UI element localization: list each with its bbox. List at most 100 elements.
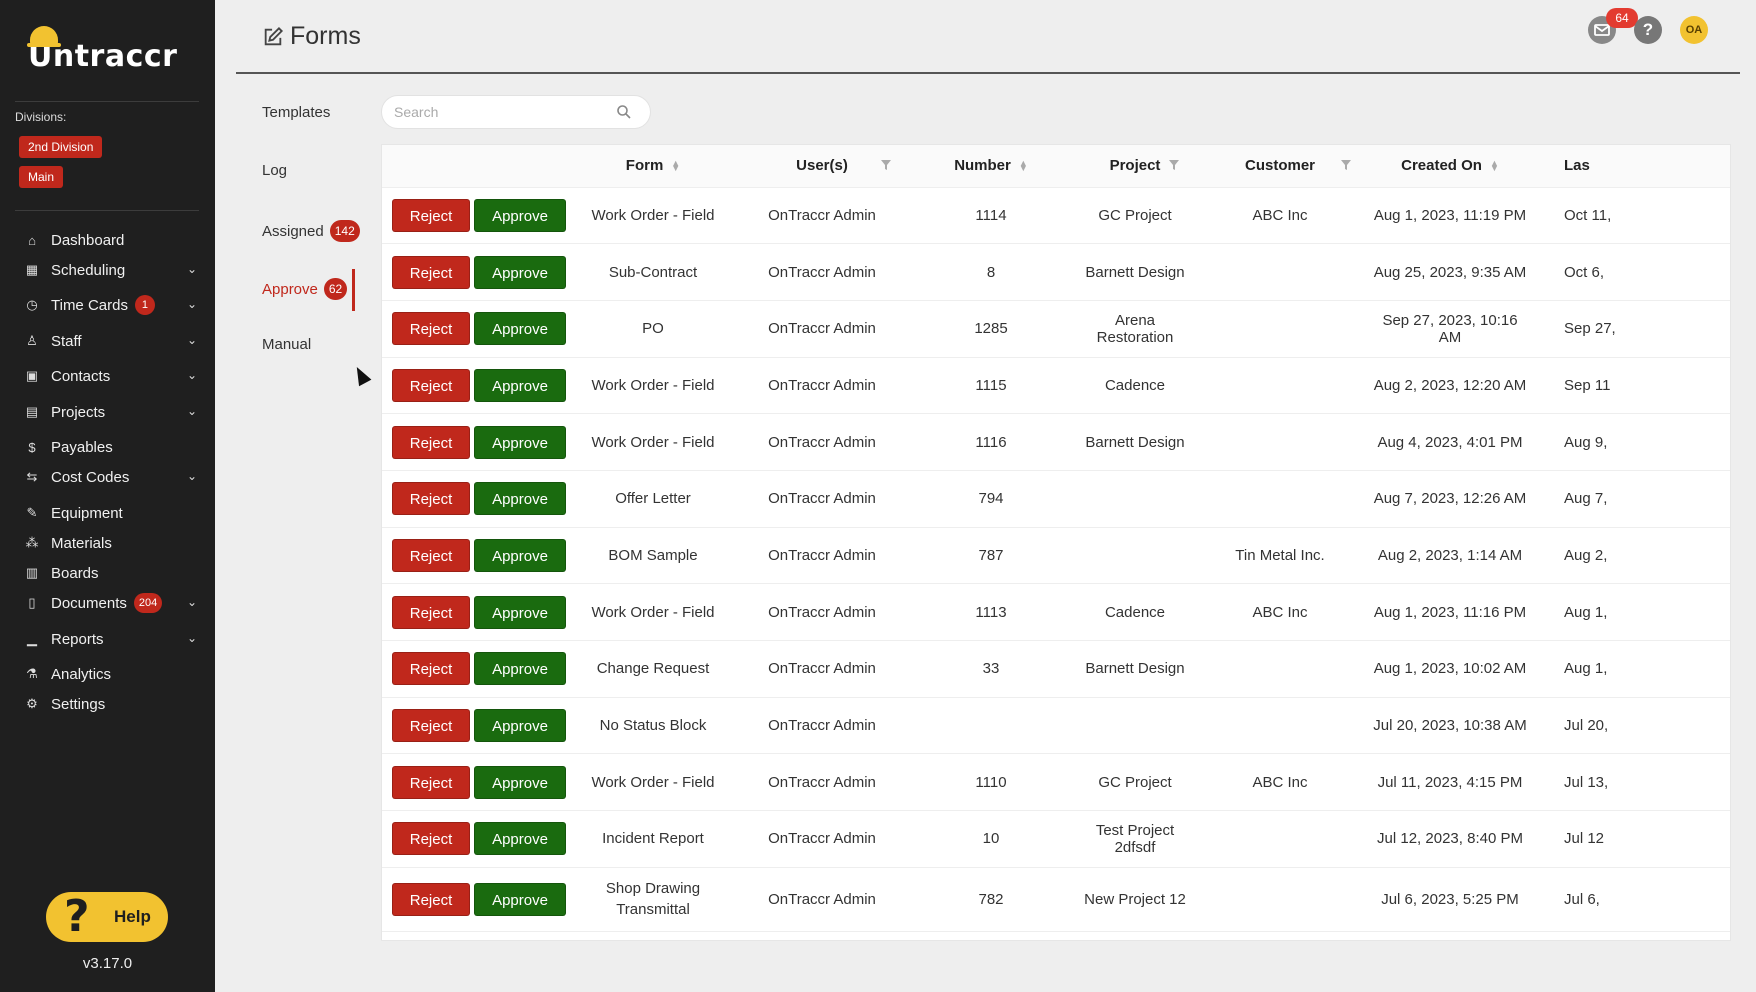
table-row[interactable]: Reject Approve Work Order - Field OnTraccr … bbox=[382, 753, 1730, 812]
chevron-down-icon[interactable]: ⌄ bbox=[186, 631, 197, 645]
search-input[interactable] bbox=[382, 104, 612, 120]
reject-button[interactable]: Reject bbox=[392, 538, 470, 572]
column-header-project[interactable]: Project bbox=[1076, 145, 1194, 188]
sidebar-item-equipment[interactable]: ✎ Equipment bbox=[0, 498, 215, 528]
reject-button[interactable]: Reject bbox=[392, 652, 470, 686]
approve-button[interactable]: Approve bbox=[474, 652, 566, 686]
search-box[interactable] bbox=[381, 95, 651, 129]
customer-cell: ABC Inc bbox=[1194, 187, 1366, 245]
table-row[interactable]: Reject Approve PO OnTraccr Admin 1285 Arena R… bbox=[382, 300, 1730, 358]
sort-icon[interactable]: ▲ ▼ bbox=[1489, 158, 1499, 174]
sidebar-item-boards[interactable]: ▥ Boards bbox=[0, 558, 215, 588]
filter-icon[interactable] bbox=[1168, 159, 1180, 171]
help-button[interactable]: ? Help bbox=[46, 892, 168, 942]
table-row[interactable]: Reject Approve Work Order - Field OnTraccr … bbox=[382, 413, 1730, 471]
reject-button[interactable]: Reject bbox=[392, 368, 470, 402]
approve-button[interactable]: Approve bbox=[474, 765, 566, 799]
filter-icon[interactable] bbox=[880, 159, 892, 171]
reject-button[interactable]: Reject bbox=[392, 822, 470, 856]
tab-templates[interactable]: Templates bbox=[262, 104, 330, 121]
table-row[interactable]: Reject Approve Shop Drawing Transmittal OnT… bbox=[382, 867, 1730, 932]
approve-button[interactable]: Approve bbox=[474, 822, 566, 856]
number-cell: 1110 bbox=[906, 753, 1076, 812]
reject-button[interactable]: Reject bbox=[392, 882, 470, 916]
reject-button[interactable]: Reject bbox=[392, 198, 470, 232]
avatar[interactable]: OA bbox=[1680, 16, 1708, 44]
sidebar-item-analytics[interactable]: ⚗ Analytics bbox=[0, 659, 215, 689]
sidebar-item-settings[interactable]: ⚙ Settings bbox=[0, 689, 215, 719]
table-row[interactable]: Reject Approve BOM Sample OnTraccr Admin 787… bbox=[382, 527, 1730, 585]
approve-button[interactable]: Approve bbox=[474, 312, 566, 346]
chevron-down-icon[interactable]: ⌄ bbox=[186, 404, 197, 418]
reject-button[interactable]: Reject bbox=[392, 255, 470, 289]
tab-approve[interactable]: Approve 62 bbox=[262, 278, 348, 300]
sidebar-item-materials[interactable]: ⁂ Materials bbox=[0, 528, 215, 558]
filter-icon[interactable] bbox=[1340, 159, 1352, 171]
table-row[interactable]: Reject Approve Work Order - Field OnTraccr … bbox=[382, 357, 1730, 415]
sidebar-item-cost-codes[interactable]: ⇆ Cost Codes ⌄ bbox=[0, 462, 215, 492]
reject-button[interactable]: Reject bbox=[392, 482, 470, 516]
column-header-form[interactable]: Form ▲ ▼ bbox=[568, 145, 738, 188]
column-header-las[interactable]: Las bbox=[1534, 145, 1730, 188]
chevron-down-icon[interactable]: ⌄ bbox=[186, 368, 197, 382]
sidebar-item-contacts[interactable]: ▣ Contacts ⌄ bbox=[0, 361, 215, 391]
approve-button[interactable]: Approve bbox=[474, 255, 566, 289]
chevron-down-icon[interactable]: ⌄ bbox=[186, 262, 197, 276]
approve-button[interactable]: Approve bbox=[474, 482, 566, 516]
sidebar-item-reports[interactable]: ▁ Reports ⌄ bbox=[0, 624, 215, 654]
sidebar-item-label: Documents bbox=[51, 594, 127, 612]
sidebar-item-scheduling[interactable]: ▦ Scheduling ⌄ bbox=[0, 255, 215, 285]
chevron-down-icon[interactable]: ⌄ bbox=[186, 333, 197, 347]
mouse-cursor bbox=[350, 363, 372, 387]
last-updated-cell: Aug 7, bbox=[1534, 470, 1730, 528]
sort-icon[interactable]: ▲ ▼ bbox=[1018, 158, 1028, 174]
sidebar-item-staff[interactable]: ♙ Staff ⌄ bbox=[0, 326, 215, 356]
column-header-number[interactable]: Number ▲ ▼ bbox=[906, 145, 1076, 188]
approve-button[interactable]: Approve bbox=[474, 198, 566, 232]
ontraccr-logo[interactable]: Untraccr bbox=[27, 22, 177, 72]
sidebar-item-payables[interactable]: $ Payables bbox=[0, 432, 215, 462]
sidebar-item-label: Equipment bbox=[51, 504, 123, 522]
approve-button[interactable]: Approve bbox=[474, 538, 566, 572]
table-row[interactable]: Reject Approve Work Order - Field OnTraccr … bbox=[382, 583, 1730, 641]
table-row[interactable]: Reject Approve Work Order - Field OnTraccr … bbox=[382, 187, 1730, 245]
column-header-created-on[interactable]: Created On ▲ ▼ bbox=[1366, 145, 1534, 188]
chevron-down-icon[interactable]: ⌄ bbox=[186, 469, 197, 483]
approve-button[interactable]: Approve bbox=[474, 425, 566, 459]
sidebar-item-projects[interactable]: ▤ Projects ⌄ bbox=[0, 397, 215, 427]
table-row[interactable]: Reject Approve No Status Block OnTraccr Adm… bbox=[382, 697, 1730, 755]
approve-button[interactable]: Approve bbox=[474, 709, 566, 743]
sort-icon[interactable]: ▲ ▼ bbox=[671, 158, 681, 174]
row-actions: Reject Approve bbox=[382, 187, 568, 245]
table-row[interactable]: Reject Approve Offer Letter OnTraccr Admin 7… bbox=[382, 470, 1730, 528]
reject-button[interactable]: Reject bbox=[392, 312, 470, 346]
table-row[interactable]: Reject Approve Change Request OnTraccr Admi… bbox=[382, 640, 1730, 698]
reject-button[interactable]: Reject bbox=[392, 425, 470, 459]
table-row[interactable]: Reject Approve Sub-Contract OnTraccr Admin 8… bbox=[382, 243, 1730, 301]
division-chip-main[interactable]: Main bbox=[19, 166, 64, 188]
reject-button[interactable]: Reject bbox=[392, 709, 470, 743]
mail-icon[interactable]: 64 bbox=[1588, 8, 1638, 44]
number-cell: 782 bbox=[906, 867, 1076, 932]
dollar-icon: $ bbox=[28, 439, 36, 455]
approve-button[interactable]: Approve bbox=[474, 882, 566, 916]
reject-button[interactable]: Reject bbox=[392, 595, 470, 629]
division-chip-2nd[interactable]: 2nd Division bbox=[19, 136, 103, 158]
sidebar: Untraccr Divisions: 2nd Division Main ⌂ D… bbox=[0, 0, 215, 992]
approve-button[interactable]: Approve bbox=[474, 368, 566, 402]
approve-button[interactable]: Approve bbox=[474, 595, 566, 629]
column-header-user-s[interactable]: User(s) bbox=[738, 145, 906, 188]
table-row[interactable]: Reject Approve Incident Report OnTraccr Adm… bbox=[382, 810, 1730, 868]
swap-icon: ⇆ bbox=[26, 469, 38, 484]
column-header-customer[interactable]: Customer bbox=[1194, 145, 1366, 188]
sidebar-item-dashboard[interactable]: ⌂ Dashboard bbox=[0, 225, 215, 255]
chevron-down-icon[interactable]: ⌄ bbox=[186, 297, 197, 311]
tab-assigned[interactable]: Assigned 142 bbox=[262, 220, 360, 242]
chevron-down-icon[interactable]: ⌄ bbox=[186, 595, 197, 609]
reject-button[interactable]: Reject bbox=[392, 765, 470, 799]
sidebar-item-documents[interactable]: ▯ Documents 204 ⌄ bbox=[0, 588, 215, 618]
sidebar-item-time-cards[interactable]: ◷ Time Cards 1 ⌄ bbox=[0, 290, 215, 320]
tab-log[interactable]: Log bbox=[262, 162, 287, 179]
tab-manual[interactable]: Manual bbox=[262, 336, 311, 353]
help-icon[interactable]: ? bbox=[1634, 16, 1662, 44]
